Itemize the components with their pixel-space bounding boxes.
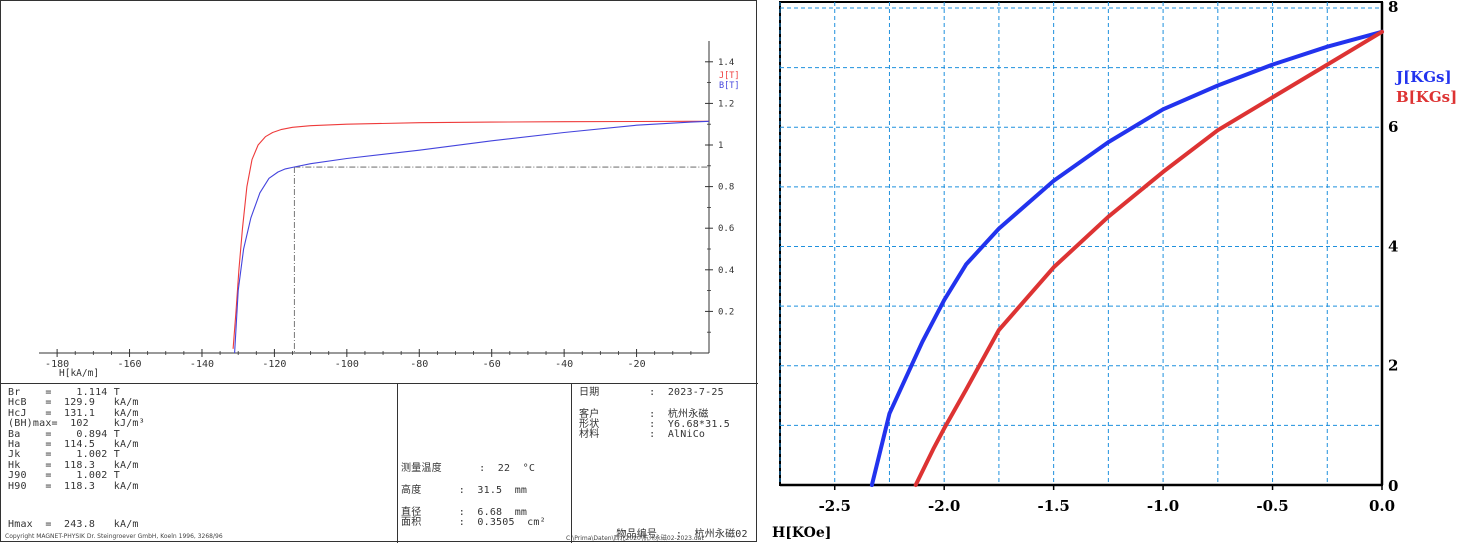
series-line-j — [869, 29, 1384, 487]
file-path-footer: C:\Prima\Daten\西北2020\杭州永磁02-2023.dat — [566, 535, 704, 542]
x-tick-label: -2.0 — [928, 497, 960, 515]
x-tick-label: -180 — [45, 359, 69, 370]
y-tick-label: 1.2 — [718, 99, 734, 109]
series-line-j — [232, 120, 709, 349]
param-row: (BH)max= 102 kJ/m³ — [8, 418, 145, 430]
param-row: H90 = 118.3 kA/m — [8, 480, 139, 492]
y-tick-label: 6 — [1388, 118, 1398, 136]
magnetic-params: Br = 1.114 T HcB = 129.9 kA/m HcJ = 131.1 … — [8, 387, 145, 492]
hmax-value: Hmax = 243.8 kA/m — [8, 519, 139, 530]
sample-id: 物品编号 : 杭州永磁02 — [579, 520, 748, 551]
x-tick-label: -1.0 — [1147, 497, 1179, 515]
param-row: HcB = 129.9 kA/m — [8, 397, 139, 409]
y-tick-label: 0 — [1388, 477, 1398, 495]
copyright-footer: Copyright MAGNET-PHYSIK Dr. Steingroever… — [5, 533, 223, 540]
left-panel: -180 -160 -140 -120 -100 -80 -60 -40 -20 1.4 1.2 1 0… — [0, 0, 758, 543]
y-tick-label: 0.4 — [718, 266, 734, 276]
sample-row: 材料 : AlNiCo — [579, 429, 706, 440]
legend-j: J[T] — [719, 71, 739, 81]
x-tick-label: -2.5 — [819, 497, 851, 515]
sample-row: 客户 : 杭州永磁 — [579, 409, 709, 420]
x-tick-label: -100 — [335, 359, 359, 370]
parameters-table: Br = 1.114 T HcB = 129.9 kA/m HcJ = 131.1 … — [1, 383, 758, 543]
sample-row: 形状 : Y6.68*31.5 — [579, 419, 731, 430]
series-line-b — [234, 120, 710, 354]
legend-j: J[KGs] — [1394, 68, 1452, 86]
x-tick-label: -0.5 — [1256, 497, 1288, 515]
y-tick-label: 1 — [718, 141, 723, 151]
param-row: Jk = 1.002 T — [8, 449, 120, 461]
y-tick-label: 0.6 — [718, 224, 734, 234]
param-row: Ba = 0.894 T — [8, 428, 120, 440]
x-tick-label: -40 — [555, 359, 573, 370]
demagnetization-chart-si: -180 -160 -140 -120 -100 -80 -60 -40 -20 1.4 1.2 1 0… — [39, 41, 739, 379]
param-row: Ha = 114.5 kA/m — [8, 439, 139, 451]
measurement-row: 面积 : 0.3505 cm² — [401, 517, 546, 528]
x-axis-label: H[KOe] — [772, 525, 831, 541]
sample-id-label: 物品编号 — [616, 529, 658, 541]
measurement-row: 高度 : 31.5 mm — [401, 485, 528, 496]
x-tick-label: -1.5 — [1037, 497, 1069, 515]
y-tick-label: 0.2 — [718, 307, 734, 317]
y-tick-label: 2 — [1388, 357, 1398, 375]
x-tick-label: 0.0 — [1369, 497, 1395, 515]
x-tick-label: -60 — [483, 359, 501, 370]
series-line-b — [913, 29, 1384, 487]
y-tick-label: 1.4 — [718, 58, 734, 68]
legend-b: B[KGs] — [1396, 88, 1457, 106]
x-tick-label: -20 — [628, 359, 646, 370]
measurement-row: 直径 : 6.68 mm — [401, 507, 528, 518]
y-tick-label: 8 — [1388, 0, 1398, 16]
x-tick-label: -80 — [410, 359, 428, 370]
sample-id-value: : 杭州永磁02 — [675, 529, 748, 541]
y-tick-label: 4 — [1388, 237, 1398, 255]
param-row: HcJ = 131.1 kA/m — [8, 407, 139, 419]
measurement-row: 测量温度 : 22 °C — [401, 463, 536, 474]
x-tick-label: -140 — [190, 359, 214, 370]
param-row: Br = 1.114 T — [8, 387, 120, 398]
x-tick-label: -120 — [262, 359, 286, 370]
param-row: J90 = 1.002 T — [8, 470, 120, 482]
x-tick-label: -160 — [117, 359, 141, 370]
x-axis-label: H[kA/m] — [59, 368, 99, 379]
demagnetization-chart-cgs: -2.5 -2.0 -1.5 -1.0 -0.5 0.0 8 6 4 2 0 H[KOe] J[KGs]… — [772, 0, 1457, 541]
legend-b: B[T] — [719, 81, 739, 91]
sample-row: 日期 : 2023-7-25 — [579, 387, 724, 398]
param-row: Hk = 118.3 kA/m — [8, 459, 139, 471]
y-tick-label: 0.8 — [718, 183, 734, 193]
